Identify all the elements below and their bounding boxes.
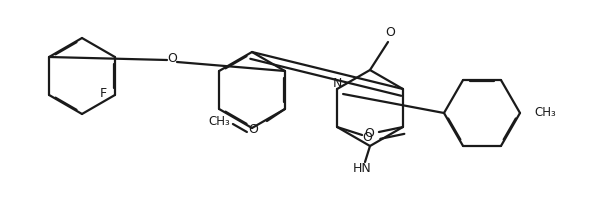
Text: O: O: [248, 123, 258, 136]
Text: O: O: [167, 51, 177, 65]
Text: N: N: [332, 77, 342, 90]
Text: CH₃: CH₃: [534, 106, 556, 119]
Text: F: F: [100, 87, 107, 99]
Text: O: O: [362, 131, 372, 143]
Text: O: O: [364, 126, 374, 140]
Text: CH₃: CH₃: [208, 114, 230, 128]
Text: O: O: [385, 26, 395, 39]
Text: HN: HN: [353, 162, 372, 174]
